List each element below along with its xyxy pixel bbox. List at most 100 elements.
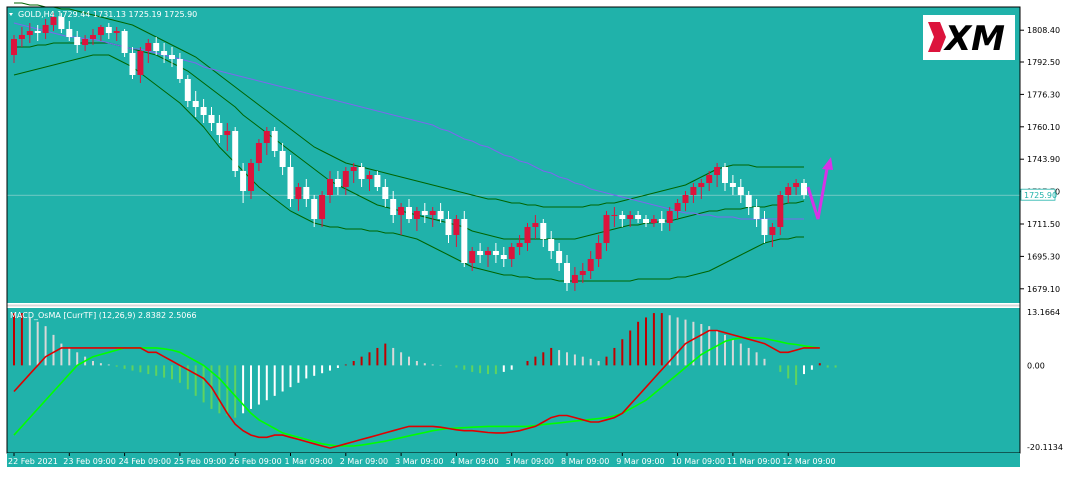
symbol-header: GOLD,H4 1729.44 1731.13 1725.19 1725.90 — [18, 10, 197, 19]
candle — [745, 191, 752, 215]
candle — [690, 183, 697, 203]
candle — [271, 127, 278, 157]
candle-body — [263, 131, 270, 143]
candle — [327, 171, 333, 203]
candle — [801, 179, 807, 199]
candle — [97, 25, 104, 41]
candle — [406, 199, 412, 223]
candle-body — [469, 251, 476, 263]
candle-body — [753, 207, 760, 219]
time-tick-label: 10 Mar 09:00 — [672, 457, 725, 466]
time-tick-label: 8 Mar 09:00 — [561, 457, 609, 466]
candle-body — [105, 27, 112, 33]
time-tick-label: 1 Mar 09:00 — [285, 457, 333, 466]
candle — [342, 167, 349, 195]
candle — [643, 215, 649, 227]
candle — [295, 183, 302, 211]
candle-body — [374, 175, 381, 187]
candle-body — [18, 35, 25, 39]
candle-body — [224, 131, 231, 135]
candle-body — [208, 115, 215, 123]
candle-body — [761, 219, 768, 235]
bollinger-upper-line — [14, 2, 804, 208]
candle-body — [603, 215, 610, 243]
candle-body — [334, 179, 341, 187]
candle — [556, 243, 563, 271]
candle — [358, 163, 365, 187]
candle — [524, 223, 531, 251]
candle-body — [682, 195, 689, 203]
candle — [208, 107, 215, 131]
arrow-head-icon — [822, 157, 833, 170]
candle — [548, 231, 555, 259]
candle-body — [516, 243, 523, 247]
candle-body — [635, 215, 642, 219]
candle-body — [232, 131, 239, 171]
candle — [492, 243, 499, 263]
candle — [350, 163, 357, 183]
time-axis-strip — [7, 453, 1020, 467]
candle — [508, 243, 515, 267]
candle-body — [785, 187, 792, 195]
candle — [50, 13, 57, 31]
candle — [311, 195, 318, 227]
candle — [374, 171, 381, 191]
candle — [532, 215, 539, 239]
candle — [279, 143, 286, 175]
candle-body — [579, 271, 586, 275]
candle — [793, 179, 800, 195]
candlesticks — [11, 13, 807, 291]
candle-body — [319, 195, 326, 219]
candle-body — [184, 79, 191, 101]
candle — [729, 175, 736, 195]
xm-logo: XM — [923, 15, 1015, 60]
candle-body — [311, 199, 318, 219]
candle — [105, 23, 112, 39]
price-tick-label: 1808.40 — [1027, 26, 1060, 35]
candle-body — [255, 143, 262, 163]
candle-body — [745, 195, 752, 207]
candle-body — [690, 187, 697, 195]
candle — [611, 207, 618, 227]
trend-arrow-annotation — [806, 157, 833, 220]
current-price-box — [1020, 188, 1056, 201]
candle-body — [666, 211, 673, 223]
candle — [635, 211, 642, 223]
candle — [366, 171, 373, 191]
candle — [666, 207, 673, 231]
candle — [698, 179, 705, 199]
candle — [161, 43, 168, 63]
candle — [769, 223, 776, 247]
time-tick-label: 11 Mar 09:00 — [727, 457, 780, 466]
collapse-triangle-icon[interactable] — [9, 13, 13, 16]
candle-body — [97, 27, 104, 35]
signal-line — [13, 336, 820, 447]
price-tick-label: 1743.90 — [1027, 155, 1060, 164]
candle-body — [643, 219, 649, 223]
candle — [11, 35, 17, 63]
candle-body — [595, 243, 602, 259]
candle — [192, 91, 199, 117]
candle-body — [382, 187, 389, 199]
candle — [153, 37, 160, 55]
candle — [319, 191, 326, 227]
xm-logo-chevron-icon — [928, 22, 946, 52]
time-tick-label: 12 Mar 09:00 — [782, 457, 835, 466]
candle-body — [619, 215, 626, 219]
current-price-label: 1725.90 — [1024, 191, 1057, 200]
candle — [137, 47, 144, 83]
candle — [714, 163, 721, 187]
candle-body — [82, 39, 89, 45]
macd-lines — [13, 329, 820, 449]
candle-body — [248, 163, 254, 191]
indicator-header: MACD_OsMA [CurrTF] (12,26,9) 2.8382 2.50… — [10, 311, 197, 320]
candle-body — [287, 167, 294, 199]
macd-tick-label: 0.00 — [1027, 361, 1045, 370]
candle-body — [729, 183, 736, 187]
price-tick-label: 1695.30 — [1027, 252, 1060, 261]
candle-body — [524, 227, 531, 243]
candle — [42, 19, 49, 39]
candle — [437, 203, 444, 223]
